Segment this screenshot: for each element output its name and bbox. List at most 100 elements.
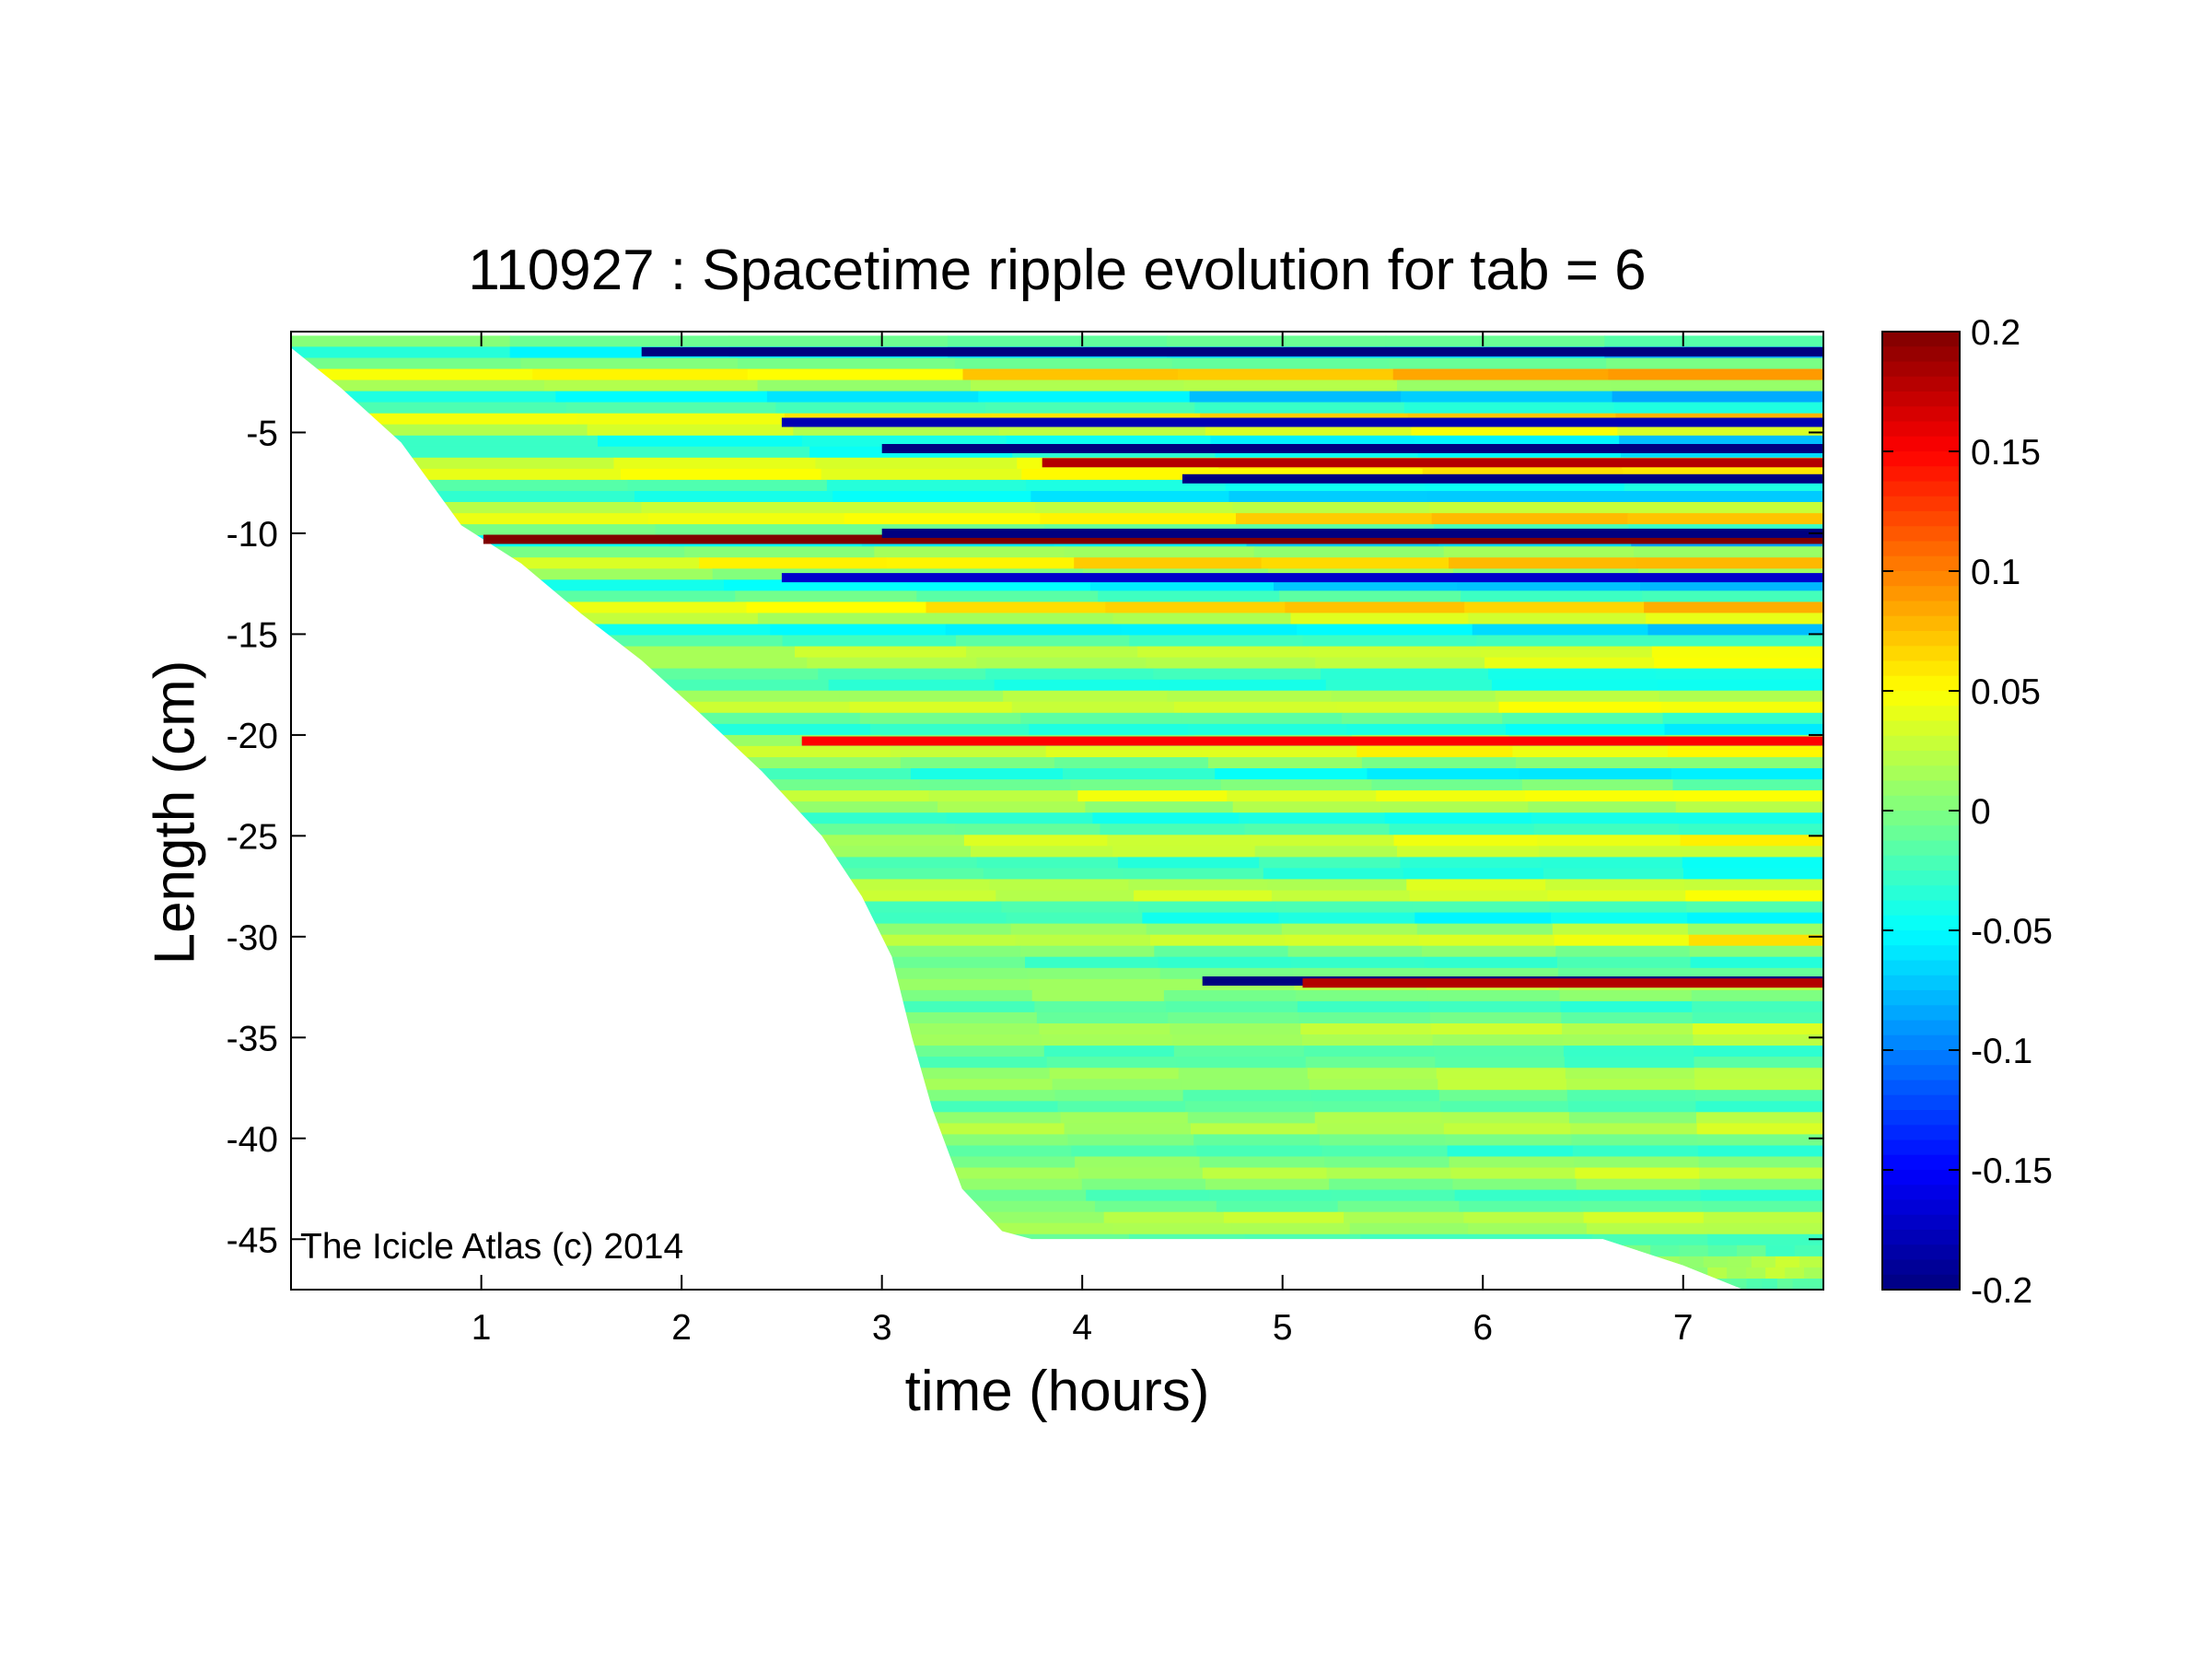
colorbar-swatch	[1882, 586, 1960, 602]
heatmap-cell	[1397, 380, 1612, 392]
heatmap-cell	[1664, 723, 1823, 736]
heatmap-cell	[1512, 745, 1669, 758]
heatmap-cell	[1030, 491, 1230, 503]
heatmap-cell	[1406, 879, 1546, 891]
heatmap-cell	[810, 824, 957, 835]
heatmap-cell	[1336, 701, 1500, 714]
heatmap-cell	[555, 391, 768, 403]
heatmap-cell	[1112, 846, 1256, 858]
colorbar-swatch	[1882, 346, 1960, 363]
heatmap-cell	[1112, 1222, 1232, 1235]
heatmap-cell	[587, 424, 795, 437]
heatmap-cell	[1309, 646, 1482, 659]
heatmap-cell	[793, 424, 1000, 437]
colorbar-swatch	[1882, 526, 1960, 543]
heatmap-cell	[1670, 757, 1823, 769]
heatmap-cell	[1608, 368, 1823, 381]
heatmap-cell	[766, 391, 980, 403]
heatmap-cell	[1100, 824, 1246, 835]
heatmap-cell	[1261, 557, 1449, 569]
heatmap-cell	[699, 557, 888, 569]
heatmap-cell	[1436, 1068, 1566, 1080]
heatmap-cell	[869, 723, 1030, 736]
heatmap-cell	[976, 657, 1147, 670]
colorbar-swatch	[1882, 765, 1960, 782]
heatmap-cell	[1570, 1123, 1698, 1135]
heatmap-cell	[955, 824, 1101, 835]
ripple-band	[781, 573, 1823, 583]
plot-frame	[290, 331, 1824, 1291]
heatmap-cell	[779, 790, 930, 802]
heatmap-cell	[1766, 1290, 1778, 1302]
heatmap-cell	[962, 368, 1179, 381]
heatmap-cell	[1356, 745, 1514, 758]
heatmap-cell	[1205, 424, 1413, 437]
colorbar-swatch	[1882, 1170, 1960, 1186]
heatmap-cell	[971, 380, 1185, 392]
heatmap-cell	[1792, 1279, 1810, 1290]
heatmap-cell	[1159, 679, 1327, 692]
heatmap-cell	[1329, 1178, 1454, 1191]
colorbar-swatch	[1882, 1034, 1960, 1051]
heatmap-cell	[1134, 890, 1273, 903]
colorbar-swatch	[1882, 631, 1960, 647]
heatmap-cell	[1150, 934, 1286, 947]
heatmap-cell	[917, 1057, 1048, 1069]
heatmap-cell	[1173, 1046, 1305, 1057]
heatmap-cell	[1074, 557, 1263, 569]
heatmap-cell	[1321, 668, 1489, 681]
colorbar-swatch	[1882, 1199, 1960, 1216]
heatmap-cell	[1697, 1134, 1823, 1146]
heatmap-cell	[1254, 846, 1398, 858]
heatmap-cell	[1185, 1101, 1314, 1113]
colorbar-swatch	[1882, 421, 1960, 438]
heatmap-cell	[627, 479, 828, 492]
heatmap-cell	[1223, 1211, 1345, 1224]
x-tick-label: 6	[1473, 1308, 1493, 1348]
heatmap-cell	[747, 368, 964, 381]
heatmap-cell	[1006, 912, 1144, 925]
colorbar-swatch	[1882, 735, 1960, 752]
heatmap-cell	[1367, 768, 1520, 780]
y-tick-label: -10	[227, 515, 278, 555]
heatmap-cell	[1107, 835, 1252, 847]
heatmap-cell	[1674, 790, 1823, 802]
colorbar-tick-label: -0.1	[1971, 1032, 2032, 1071]
undefined-region-bottom	[1031, 1239, 1743, 1290]
colorbar-swatch	[1882, 466, 1960, 483]
heatmap-cell	[1105, 602, 1286, 613]
colorbar-swatch	[1882, 691, 1960, 707]
heatmap-cell	[368, 413, 577, 426]
colorbar-swatch	[1882, 332, 1960, 347]
colorbar-swatch	[1882, 885, 1960, 902]
heatmap-cell	[1178, 368, 1394, 381]
heatmap-cell	[828, 679, 995, 692]
colorbar-swatch	[1882, 571, 1960, 587]
colorbar-tick-label: 0.2	[1971, 313, 2020, 353]
heatmap-cell	[1580, 1200, 1703, 1213]
heatmap-cell	[828, 846, 972, 858]
heatmap-cell	[1566, 1079, 1696, 1091]
heatmap-cell	[1545, 879, 1685, 891]
heatmap-cell	[1070, 779, 1222, 791]
heatmap-cell	[1054, 757, 1209, 769]
heatmap-cell	[1633, 546, 1823, 558]
heatmap-cell	[1554, 934, 1690, 947]
heatmap-cell	[1171, 1034, 1303, 1046]
heatmap-cell	[1045, 745, 1203, 758]
heatmap-cell	[1166, 335, 1387, 347]
heatmap-cell	[1694, 1090, 1823, 1102]
heatmap-cell	[1416, 923, 1554, 936]
heatmap-cell	[1681, 846, 1823, 858]
heatmap-cell	[1610, 380, 1823, 392]
colorbar-swatch	[1882, 840, 1960, 857]
heatmap-cell	[1604, 335, 1823, 347]
heatmap-cell	[1438, 1079, 1567, 1091]
heatmap-cell	[1692, 1000, 1823, 1013]
heatmap-cell	[1659, 690, 1823, 703]
heatmap-cell	[1699, 1167, 1823, 1180]
heatmap-cell	[746, 602, 927, 613]
heatmap-cell	[1675, 801, 1823, 813]
heatmap-cell	[844, 513, 1042, 525]
heatmap-cell	[900, 757, 1055, 769]
